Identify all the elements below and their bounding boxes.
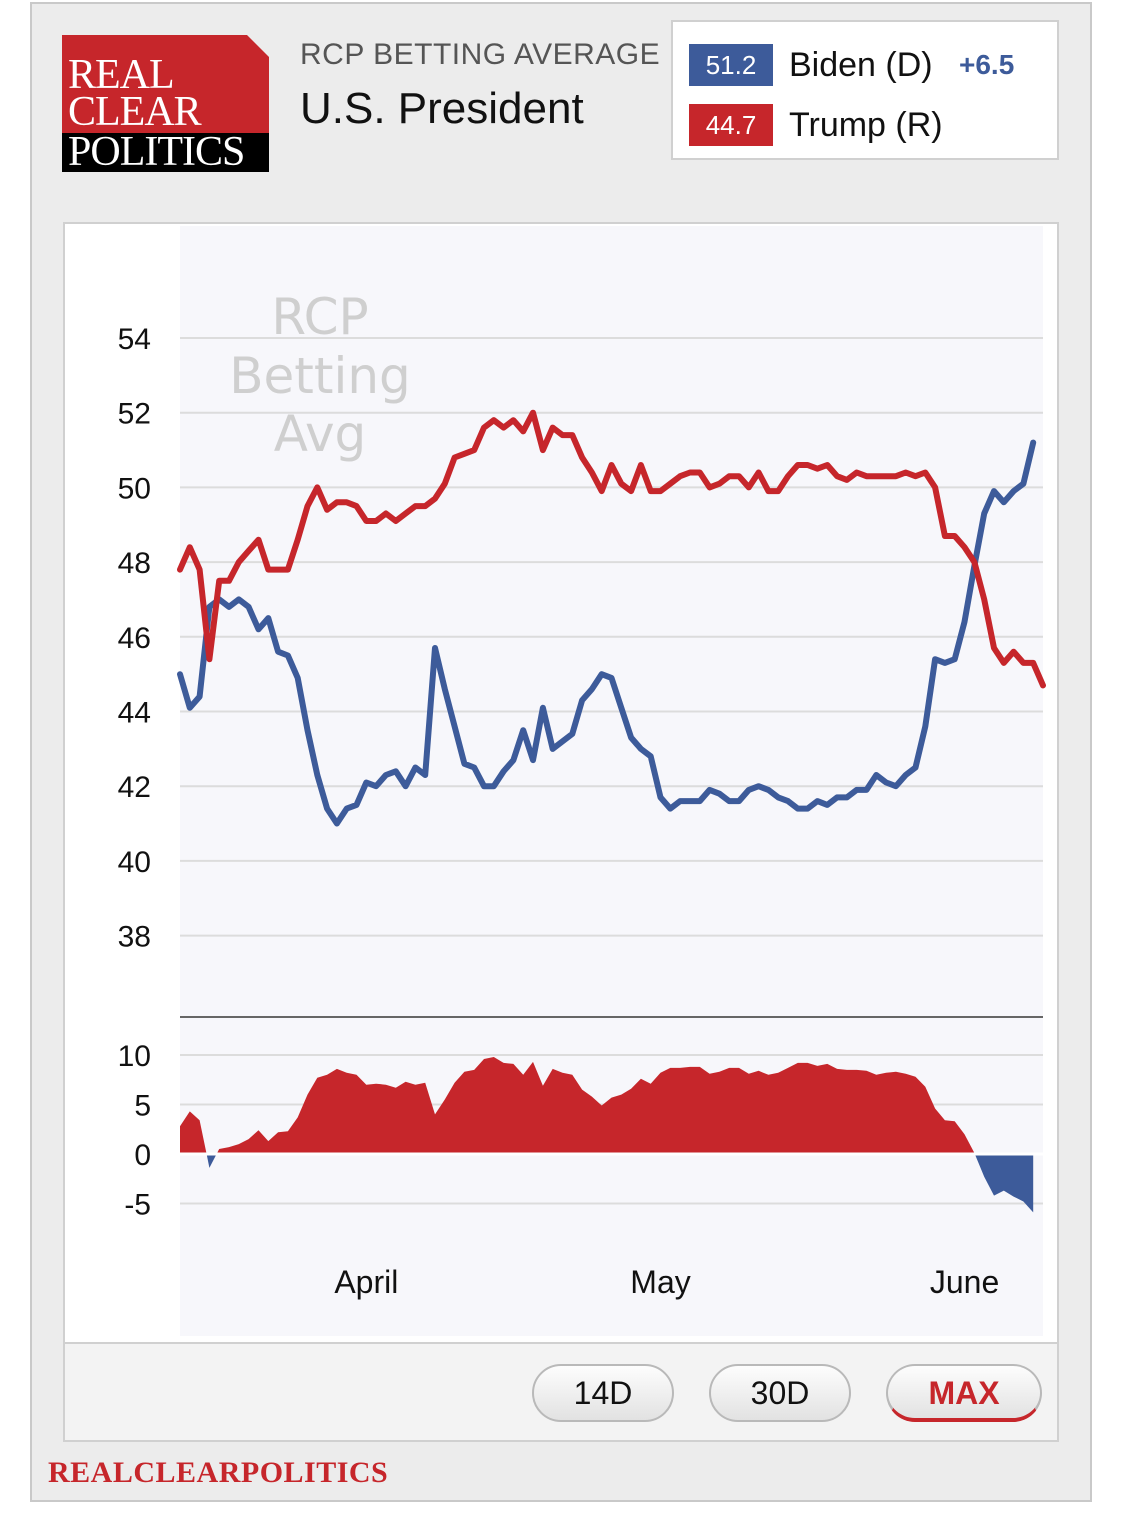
y-tick-label: 42 — [118, 771, 151, 804]
spread-y-tick-label: -5 — [124, 1189, 151, 1222]
betting-average-chart[interactable]: 545250484644424038RCPBettingAvg1050-5Apr… — [63, 222, 1059, 1344]
y-tick-label: 40 — [118, 846, 151, 879]
y-tick-label: 48 — [118, 547, 151, 580]
spread-y-tick-label: 10 — [118, 1040, 151, 1073]
legend-spread: +6.5 — [959, 49, 1015, 80]
range-max-button[interactable]: MAX — [886, 1364, 1042, 1422]
logo-word-3: POLITICS — [68, 129, 245, 172]
y-tick-label: 52 — [118, 398, 151, 431]
biden-series-line — [177, 439, 1037, 827]
spread-y-tick-label: 5 — [134, 1090, 151, 1123]
logo-black-band — [62, 133, 269, 172]
x-tick-label: April — [334, 1264, 398, 1300]
logo-corner-fold — [247, 35, 269, 57]
legend-value-trump: 44.7 — [689, 104, 773, 146]
footer-brand[interactable]: REALCLEARPOLITICS — [48, 1456, 389, 1489]
y-tick-label: 44 — [118, 697, 151, 730]
range-30d-button[interactable]: 30D — [709, 1364, 851, 1422]
x-tick-label: May — [630, 1264, 690, 1300]
rcp-logo[interactable]: REAL CLEAR POLITICS — [62, 35, 269, 172]
range-14d-button[interactable]: 14D — [532, 1364, 674, 1422]
legend-name-trump: Trump (R) — [789, 106, 943, 144]
y-tick-label: 46 — [118, 622, 151, 655]
chart-watermark-line: Betting — [229, 347, 411, 405]
spread-y-tick-label: 0 — [134, 1139, 151, 1172]
trump-series-line — [177, 409, 1046, 689]
logo-word-2: CLEAR — [68, 89, 202, 135]
y-tick-label: 54 — [118, 323, 151, 356]
y-tick-label: 50 — [118, 472, 151, 505]
legend-name-biden: Biden (D) — [789, 46, 933, 84]
legend-value-biden: 51.2 — [689, 44, 773, 86]
x-tick-label: June — [930, 1264, 999, 1300]
logo-word-1: REAL — [68, 52, 175, 98]
chart-watermark-line: Avg — [274, 405, 367, 463]
y-tick-label: 38 — [118, 921, 151, 954]
spread-area-positive — [180, 1057, 1034, 1154]
legend-box: 51.2 Biden (D) +6.5 44.7 Trump (R) — [671, 20, 1059, 160]
page-title: U.S. President — [300, 84, 584, 133]
chart-watermark-line: RCP — [271, 288, 368, 346]
header-kicker: RCP BETTING AVERAGE — [300, 38, 661, 71]
